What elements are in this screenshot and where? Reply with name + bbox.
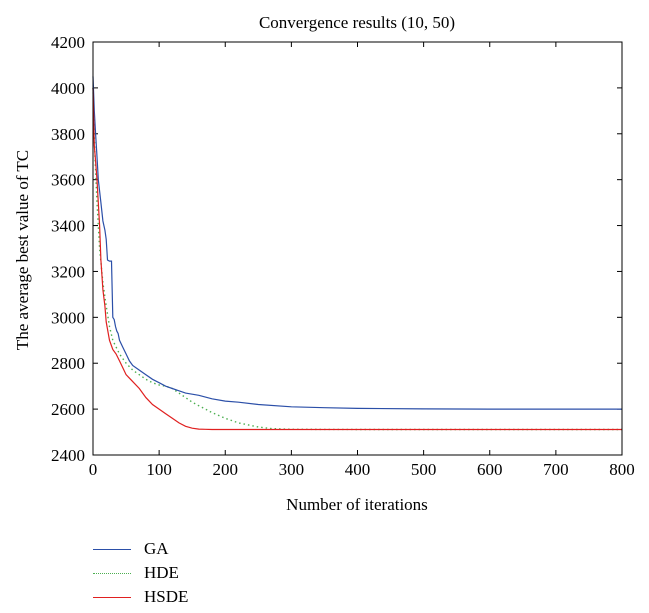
x-tick-label: 600: [477, 460, 503, 479]
legend-item-hsde: HSDE: [93, 585, 188, 609]
x-axis-label: Number of iterations: [286, 495, 428, 514]
legend-swatch: [93, 596, 131, 598]
legend-item-hde: HDE: [93, 561, 188, 585]
chart-title: Convergence results (10, 50): [259, 13, 455, 32]
plot-frame: [92, 41, 623, 456]
legend-label: HDE: [144, 563, 179, 582]
y-tick-label: 2400: [51, 446, 85, 465]
y-tick-label: 2800: [51, 354, 85, 373]
y-tick-label: 4000: [51, 79, 85, 98]
legend-label: GA: [144, 539, 169, 558]
y-tick-label: 2600: [51, 400, 85, 419]
y-tick-label: 3200: [51, 262, 85, 281]
legend: GA HDE HSDE: [93, 537, 188, 609]
series-line-hde: [92, 87, 622, 431]
x-tick-label: 700: [543, 460, 569, 479]
legend-swatch: [93, 548, 131, 550]
y-axis-label: The average best value of TC: [13, 150, 32, 350]
y-tick-label: 3400: [51, 217, 85, 236]
x-tick-label: 100: [146, 460, 172, 479]
x-tick-label: 800: [609, 460, 635, 479]
plot-lines: [92, 76, 622, 431]
x-tick-label: 200: [213, 460, 239, 479]
series-line-hsde: [92, 87, 622, 431]
x-tick-label: 500: [411, 460, 437, 479]
legend-item-ga: GA: [93, 537, 188, 561]
convergence-chart: Convergence results (10, 50) The average…: [13, 13, 635, 514]
x-tick-label: 300: [279, 460, 305, 479]
axis-ticks: 0 100 200 300 400 500 600 700 800 2400 2600 2800 300…: [51, 33, 635, 479]
series-line-ga: [92, 76, 622, 410]
legend-swatch: [93, 572, 131, 574]
y-tick-label: 3800: [51, 125, 85, 144]
x-tick-label: 0: [89, 460, 98, 479]
y-tick-label: 3600: [51, 171, 85, 190]
x-tick-label: 400: [345, 460, 371, 479]
y-tick-label: 3000: [51, 308, 85, 327]
y-tick-label: 4200: [51, 33, 85, 52]
legend-label: HSDE: [144, 587, 189, 606]
